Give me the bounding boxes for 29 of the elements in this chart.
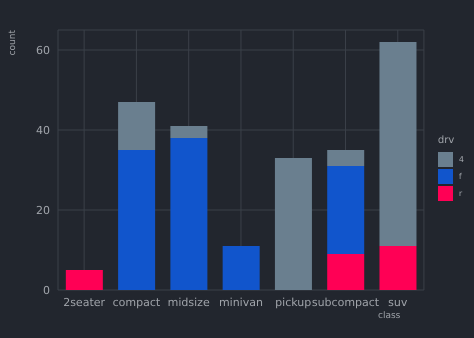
bar: [379, 246, 416, 290]
y-tick-label: 0: [43, 284, 50, 297]
y-tick-label: 20: [36, 204, 50, 217]
legend-label: f: [458, 172, 462, 181]
legend-label: r: [458, 189, 462, 198]
bar: [222, 246, 260, 290]
x-tick-label: suv: [388, 296, 408, 309]
bar: [170, 138, 208, 290]
bar: [118, 102, 156, 150]
legend-title: drv: [438, 135, 456, 146]
x-tick-label: midsize: [168, 296, 210, 309]
bar: [170, 126, 208, 138]
bar: [66, 270, 103, 290]
y-axis-title: count: [8, 30, 18, 56]
x-axis-title: class: [378, 311, 400, 321]
x-tick-label: pickup: [275, 296, 312, 309]
bar: [327, 150, 364, 166]
bar: [327, 166, 364, 254]
x-tick-label: compact: [112, 296, 161, 309]
x-tick-label: subcompact: [312, 296, 380, 309]
bar: [327, 254, 364, 290]
bar: [274, 158, 312, 290]
x-tick-label: minivan: [218, 296, 263, 309]
y-tick-label: 40: [36, 124, 50, 137]
legend-label: 4: [458, 155, 464, 164]
y-tick-label: 60: [36, 44, 50, 57]
x-tick-label: 2seater: [63, 296, 106, 309]
bar: [118, 150, 156, 290]
bar: [379, 42, 416, 246]
